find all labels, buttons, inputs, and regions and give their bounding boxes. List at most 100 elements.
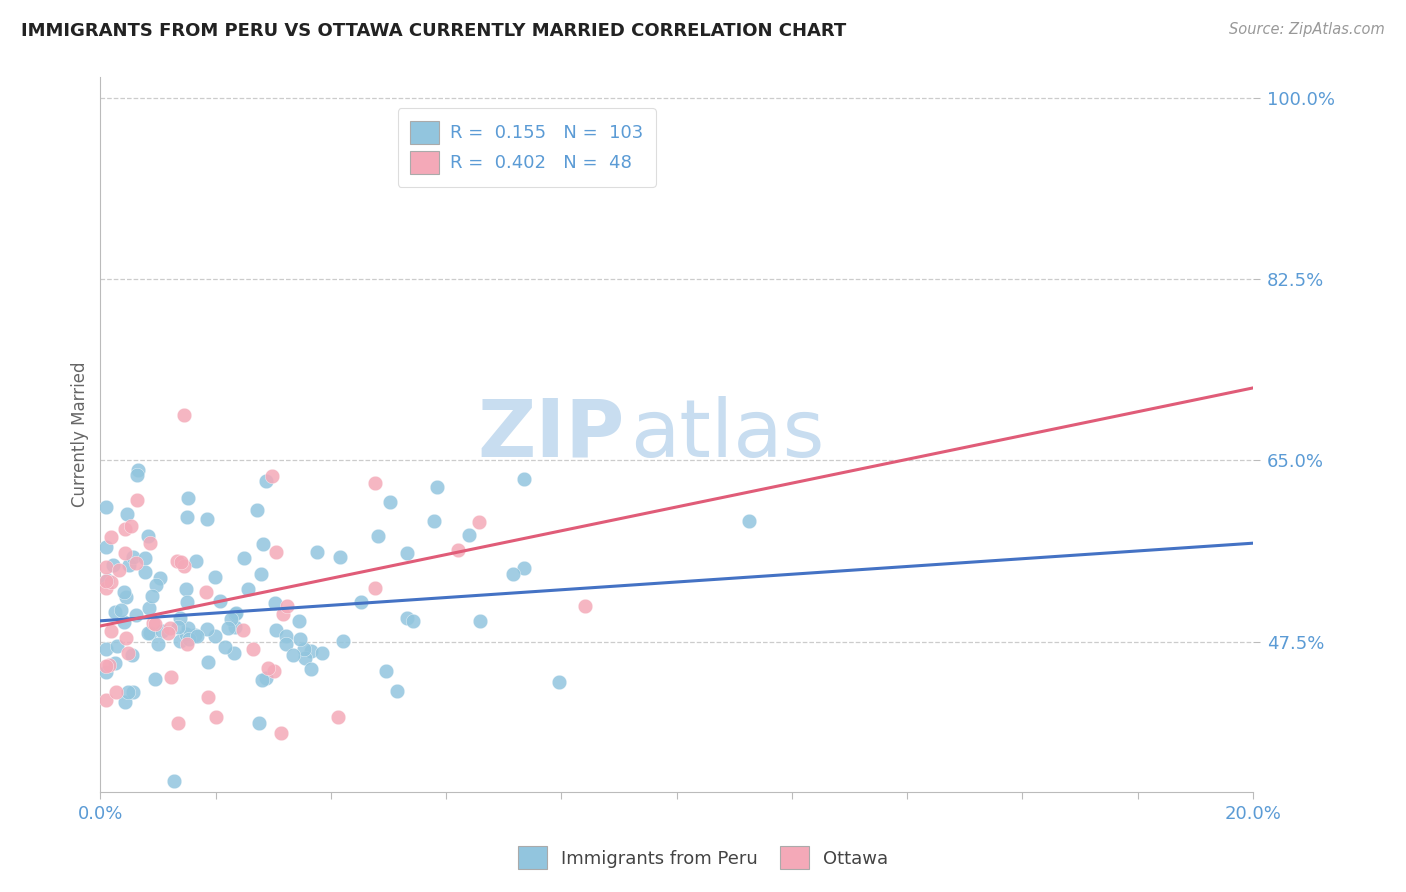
Point: [166, 554, 188, 568]
Point: [159, 621, 181, 635]
Point: [270, 725, 292, 739]
Point: [276, 599, 298, 614]
Point: [329, 550, 352, 565]
Point: [141, 590, 163, 604]
Point: [294, 651, 316, 665]
Point: [186, 629, 208, 643]
Point: [468, 516, 491, 530]
Point: [252, 537, 274, 551]
Point: [224, 607, 246, 622]
Legend: Immigrants from Peru, Ottawa: Immigrants from Peru, Ottawa: [509, 838, 897, 879]
Point: [177, 621, 200, 635]
Legend: R =  0.155   N =  103, R =  0.402   N =  48: R = 0.155 N = 103, R = 0.402 N = 48: [398, 108, 657, 186]
Point: [548, 675, 571, 690]
Point: [94, 540, 117, 554]
Point: [263, 664, 285, 678]
Point: [222, 646, 245, 660]
Point: [264, 596, 287, 610]
Point: [350, 594, 373, 608]
Point: [378, 494, 401, 508]
Point: [166, 716, 188, 731]
Point: [179, 632, 201, 646]
Point: [125, 607, 148, 622]
Point: [367, 529, 389, 543]
Point: [232, 551, 254, 566]
Point: [100, 624, 122, 638]
Text: Source: ZipAtlas.com: Source: ZipAtlas.com: [1229, 22, 1385, 37]
Point: [363, 582, 385, 596]
Point: [160, 670, 183, 684]
Point: [163, 774, 186, 789]
Point: [138, 535, 160, 549]
Point: [173, 558, 195, 573]
Point: [138, 601, 160, 615]
Point: [208, 593, 231, 607]
Point: [115, 590, 138, 604]
Point: [423, 514, 446, 528]
Point: [110, 603, 132, 617]
Point: [225, 606, 247, 620]
Point: [167, 620, 190, 634]
Point: [217, 621, 239, 635]
Point: [236, 582, 259, 596]
Point: [271, 607, 294, 621]
Point: [305, 545, 328, 559]
Point: [156, 626, 179, 640]
Point: [114, 522, 136, 536]
Point: [197, 655, 219, 669]
Point: [426, 479, 449, 493]
Point: [120, 518, 142, 533]
Point: [458, 528, 481, 542]
Point: [121, 648, 143, 663]
Point: [292, 641, 315, 656]
Point: [186, 554, 208, 568]
Point: [174, 582, 197, 597]
Point: [150, 624, 173, 638]
Point: [134, 551, 156, 566]
Point: [97, 658, 120, 673]
Point: [96, 573, 118, 587]
Point: [94, 581, 117, 595]
Point: [107, 639, 129, 653]
Point: [738, 514, 761, 528]
Point: [214, 640, 236, 655]
Point: [125, 557, 148, 571]
Point: [114, 695, 136, 709]
Point: [173, 409, 195, 423]
Point: [502, 566, 524, 581]
Point: [170, 555, 193, 569]
Point: [100, 575, 122, 590]
Point: [396, 611, 419, 625]
Point: [375, 664, 398, 678]
Point: [108, 563, 131, 577]
Point: [100, 530, 122, 544]
Point: [145, 577, 167, 591]
Point: [363, 476, 385, 491]
Point: [299, 644, 322, 658]
Point: [104, 605, 127, 619]
Point: [169, 634, 191, 648]
Point: [395, 546, 418, 560]
Y-axis label: Currently Married: Currently Married: [72, 362, 89, 508]
Point: [254, 671, 277, 685]
Point: [574, 599, 596, 614]
Point: [138, 625, 160, 640]
Point: [127, 467, 149, 482]
Point: [117, 685, 139, 699]
Point: [94, 574, 117, 588]
Point: [250, 673, 273, 688]
Text: ZIP: ZIP: [478, 395, 624, 474]
Point: [195, 584, 218, 599]
Point: [204, 569, 226, 583]
Point: [468, 615, 491, 629]
Point: [326, 710, 349, 724]
Point: [246, 503, 269, 517]
Point: [125, 492, 148, 507]
Point: [299, 662, 322, 676]
Point: [288, 632, 311, 646]
Point: [118, 558, 141, 573]
Point: [176, 510, 198, 524]
Point: [385, 684, 408, 698]
Point: [104, 656, 127, 670]
Text: IMMIGRANTS FROM PERU VS OTTAWA CURRENTLY MARRIED CORRELATION CHART: IMMIGRANTS FROM PERU VS OTTAWA CURRENTLY…: [21, 22, 846, 40]
